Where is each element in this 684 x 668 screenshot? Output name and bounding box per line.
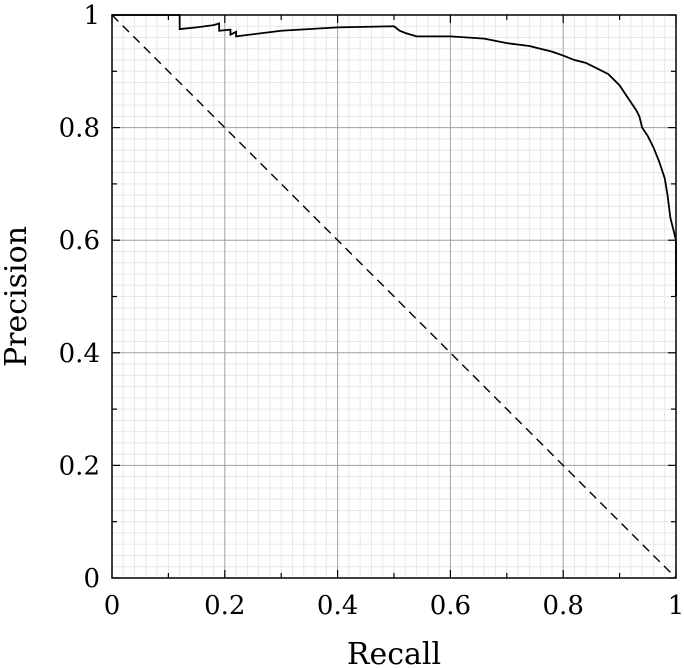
y-tick-labels: 0 0.2 0.4 0.6 0.8 1 — [59, 1, 100, 594]
major-grid — [112, 15, 676, 578]
y-tick-label: 0.2 — [59, 451, 100, 481]
y-tick-label: 1 — [83, 1, 100, 31]
y-tick-label: 0.4 — [59, 339, 100, 369]
x-tick-label: 0.2 — [204, 591, 245, 621]
y-tick-label: 0 — [83, 564, 100, 594]
precision-recall-curve — [112, 14, 677, 297]
x-tick-labels: 0 0.2 0.4 0.6 0.8 1 — [104, 591, 684, 621]
y-tick-label: 0.8 — [59, 114, 100, 144]
ticks-layer — [111, 14, 677, 579]
series-layer — [111, 14, 677, 579]
x-tick-label: 0.4 — [317, 591, 358, 621]
y-tick-label: 0.6 — [59, 226, 100, 256]
x-axis-label: Recall — [347, 637, 441, 668]
x-tick-label: 0.8 — [543, 591, 584, 621]
baseline-dashed-line — [111, 14, 677, 579]
x-tick-label: 0 — [104, 591, 121, 621]
y-axis-label: Precision — [0, 226, 34, 367]
x-tick-label: 0.6 — [430, 591, 471, 621]
minor-grid — [112, 15, 676, 578]
x-tick-label: 1 — [668, 591, 684, 621]
